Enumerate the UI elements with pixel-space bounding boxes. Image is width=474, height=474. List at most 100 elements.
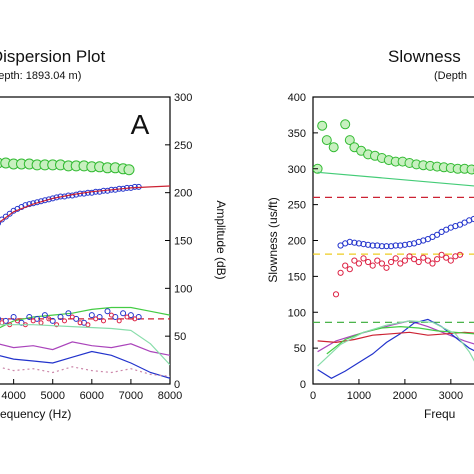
panel-b-series-5-point [438, 251, 445, 258]
panel-b-y-ticks: 0 50 100 150 200 250 300 350 400 [288, 92, 318, 391]
panel-b-series-9-line [317, 331, 474, 344]
panel-a-x-tick-label: 6000 [80, 390, 104, 402]
panel-b-y-tick-label: 0 [300, 379, 306, 391]
panel-a-series-6-point [15, 318, 20, 324]
panel-b-series-5-point [374, 257, 381, 264]
panel-a-series-5-point [120, 310, 127, 317]
panel-b-series-5-point [397, 260, 404, 267]
panel-b-series-3-point [406, 241, 413, 248]
panel-a-x-label: Frequency (Hz) [0, 407, 71, 421]
panel-a-series-0-point [123, 164, 135, 176]
panel-b-series-5-point [388, 258, 395, 266]
panel-b-series-3-point [434, 231, 441, 238]
panel-a-series-4-line [0, 306, 170, 329]
panel-b-series-5-point [355, 260, 362, 267]
panel-b-series-3-point [369, 242, 376, 249]
panel-a-series-7-line [0, 341, 170, 356]
panel-b-series-0-point [344, 135, 355, 146]
panel-a-series-1-point [0, 216, 5, 223]
panel-a-series-6-point [132, 316, 138, 322]
panel-b-series-5-point [429, 260, 436, 267]
panel-a-series-5-point [41, 312, 48, 319]
panel-a: Dispersion Plot (Depth: 1893.04 m) A 400… [0, 47, 228, 421]
panel-b-series-5-point [392, 255, 399, 262]
panel-a-y-ticks: 0 50 100 150 200 250 300 [165, 92, 192, 391]
panel-b-series-8-line [317, 318, 474, 379]
panel-b-x-tick-label: 1000 [347, 390, 371, 402]
panel-b-y-label: Slowness (us/ft) [266, 197, 280, 282]
panel-a-x-ticks: 4000 5000 6000 7000 8000 [1, 379, 182, 402]
panel-b-x-tick-label: 2000 [393, 390, 417, 402]
panel-a-series-6-point [101, 318, 106, 324]
panel-a-series-group [0, 157, 170, 379]
panel-b-series-5-point [406, 253, 413, 260]
panel-a-series-1-point [6, 210, 13, 217]
panel-a-y-tick-label: 300 [174, 92, 192, 104]
panel-b-series-5-point [447, 257, 454, 264]
panel-b-series-5-point [351, 257, 358, 264]
panel-b-series-3-point [378, 243, 385, 250]
panel-a-x-tick-label: 4000 [1, 390, 25, 402]
panel-b-series-5-point [365, 258, 372, 266]
panel-b-y-tick-label: 100 [288, 307, 306, 319]
panel-a-series-5-point [88, 312, 95, 319]
panel-b-y-tick-label: 250 [288, 200, 306, 212]
panel-b-series-3-point [401, 241, 408, 248]
panel-b-series-5-point [424, 257, 431, 264]
panel-b-series-5-point [401, 257, 408, 264]
panel-b-series-5-point [456, 251, 464, 258]
panel-b-series-0-point [321, 135, 332, 146]
panel-a-series-6-point [93, 316, 99, 322]
panel-a-series-6-point [85, 322, 91, 328]
panel-b-series-0-point [328, 142, 339, 153]
panel-b-x-ticks: 0 1000 2000 3000 [310, 379, 463, 402]
panel-a-series-6-point [124, 314, 130, 320]
panel-b-x-tick-label: 3000 [439, 390, 463, 402]
panel-a-x-tick-label: 8000 [158, 390, 182, 402]
panel-b-series-3-point [365, 241, 372, 248]
panel-b-series-5-point [332, 291, 340, 298]
panel-a-y-tick-label: 50 [174, 331, 186, 343]
panel-b-series-3-point [351, 239, 358, 246]
panel-b-x-tick-label: 0 [310, 390, 316, 402]
panel-a-series-6-point [46, 316, 52, 322]
panel-b-series-5-point [369, 262, 376, 269]
panel-b-series-5-point [443, 254, 450, 261]
panel-b-y-tick-label: 50 [294, 343, 306, 355]
panel-a-series-2-line [0, 185, 170, 223]
panel-b-y-tick-label: 350 [288, 128, 306, 140]
panel-b-y-tick-label: 150 [288, 271, 306, 283]
panel-a-series-5-point [65, 310, 72, 317]
panel-a-subtitle: (Depth: 1893.04 m) [0, 70, 81, 82]
panel-a-y-tick-label: 150 [174, 236, 192, 248]
panel-a-title: Dispersion Plot [0, 47, 105, 66]
panel-a-series-5-point [26, 314, 33, 320]
panel-a-series-6-point [77, 320, 83, 326]
panel-b-series-5-point [420, 254, 427, 261]
panel-a-x-tick-label: 5000 [40, 390, 64, 402]
panel-a-series-6-point [38, 320, 44, 326]
panel-b-series-11-line [317, 320, 474, 367]
panel-a-plot-frame [0, 96, 171, 385]
panel-a-y-tick-label: 250 [174, 140, 192, 152]
panel-b-series-0-point [466, 164, 474, 175]
panel-a-series-6-point [62, 318, 67, 324]
panel-a-series-9-line [0, 366, 170, 377]
panel-b-series-5-point [337, 269, 344, 276]
panel-a-series-1-point [88, 189, 95, 196]
panel-b-series-10-line [326, 325, 474, 355]
panel-a-series-1-point [0, 221, 1, 226]
panel-a-letter: A [131, 109, 150, 140]
panel-a-y-tick-label: 100 [174, 283, 192, 295]
panel-b-series-5-point [378, 260, 385, 267]
panel-a-series-6-point [69, 314, 75, 320]
panel-a-y-label: Amplitude (dB) [214, 200, 228, 279]
panel-b-series-5-point [346, 266, 353, 273]
panel-a-y-tick-label: 200 [174, 188, 192, 200]
panel-b-series-0-point [317, 120, 328, 131]
panel-b-series-3-point [360, 241, 367, 248]
panel-a-series-6-point [54, 322, 60, 328]
panel-b-series-5-point [342, 262, 349, 269]
panel-a-series-1-point [131, 183, 138, 190]
